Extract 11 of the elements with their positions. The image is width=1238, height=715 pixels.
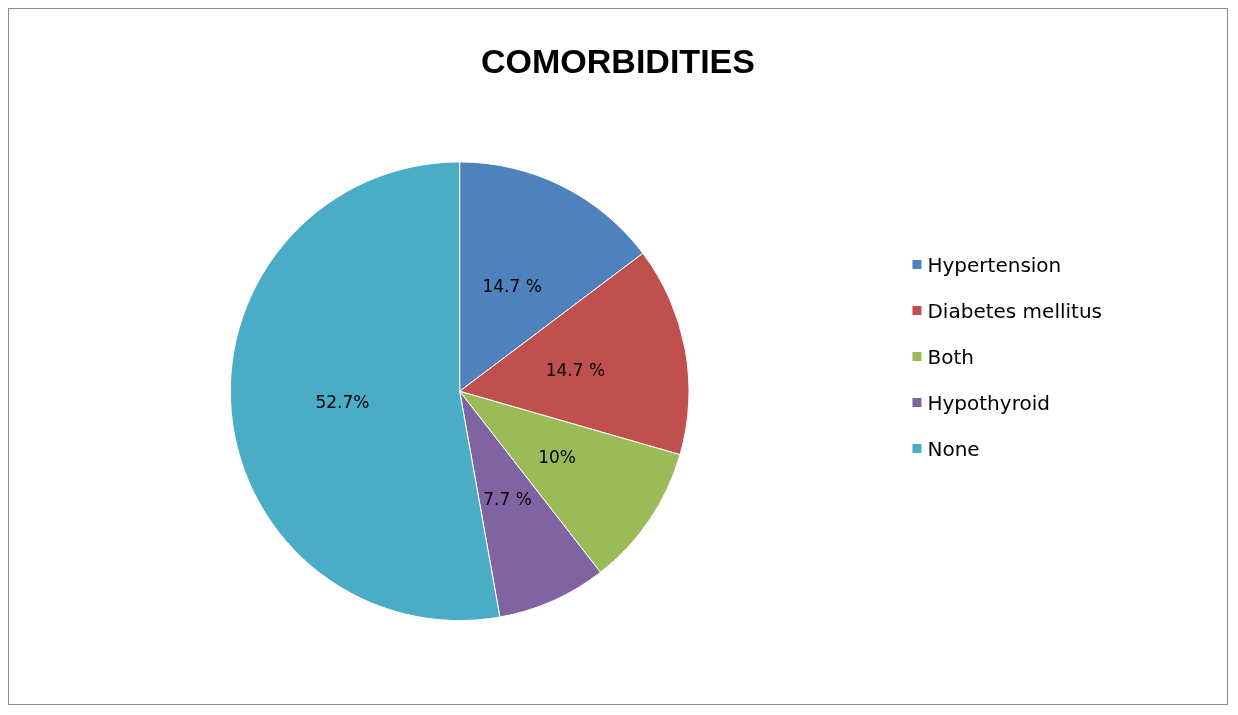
legend-label: Both <box>927 344 974 369</box>
data-label: 10% <box>538 447 577 468</box>
legend-label: Hypothyroid <box>927 390 1050 415</box>
legend-label: None <box>927 436 980 461</box>
data-label: 14.7 % <box>482 275 542 296</box>
legend-label: Diabetes mellitus <box>927 298 1102 323</box>
data-label: 7.7 % <box>483 488 532 509</box>
data-label: 14.7 % <box>545 359 606 380</box>
chart-title: COMORBIDITIES <box>481 42 755 80</box>
legend-label: Hypertension <box>927 252 1062 277</box>
data-label: 52.7% <box>315 391 370 412</box>
